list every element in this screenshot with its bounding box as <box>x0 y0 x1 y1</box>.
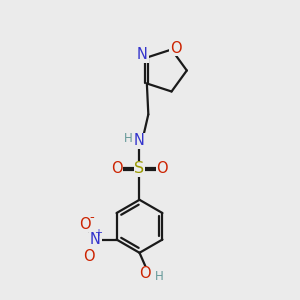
Text: O: O <box>170 40 182 56</box>
Text: N: N <box>137 47 148 62</box>
Text: O: O <box>156 161 168 176</box>
Text: O: O <box>83 249 95 264</box>
Text: O: O <box>111 161 123 176</box>
Text: H: H <box>155 270 164 283</box>
Text: -: - <box>89 211 94 224</box>
Text: +: + <box>94 228 102 238</box>
Text: H: H <box>124 132 133 145</box>
Text: O: O <box>139 266 151 281</box>
Text: N: N <box>90 232 101 247</box>
Text: O: O <box>79 217 91 232</box>
Text: S: S <box>134 161 145 176</box>
Text: N: N <box>134 134 145 148</box>
